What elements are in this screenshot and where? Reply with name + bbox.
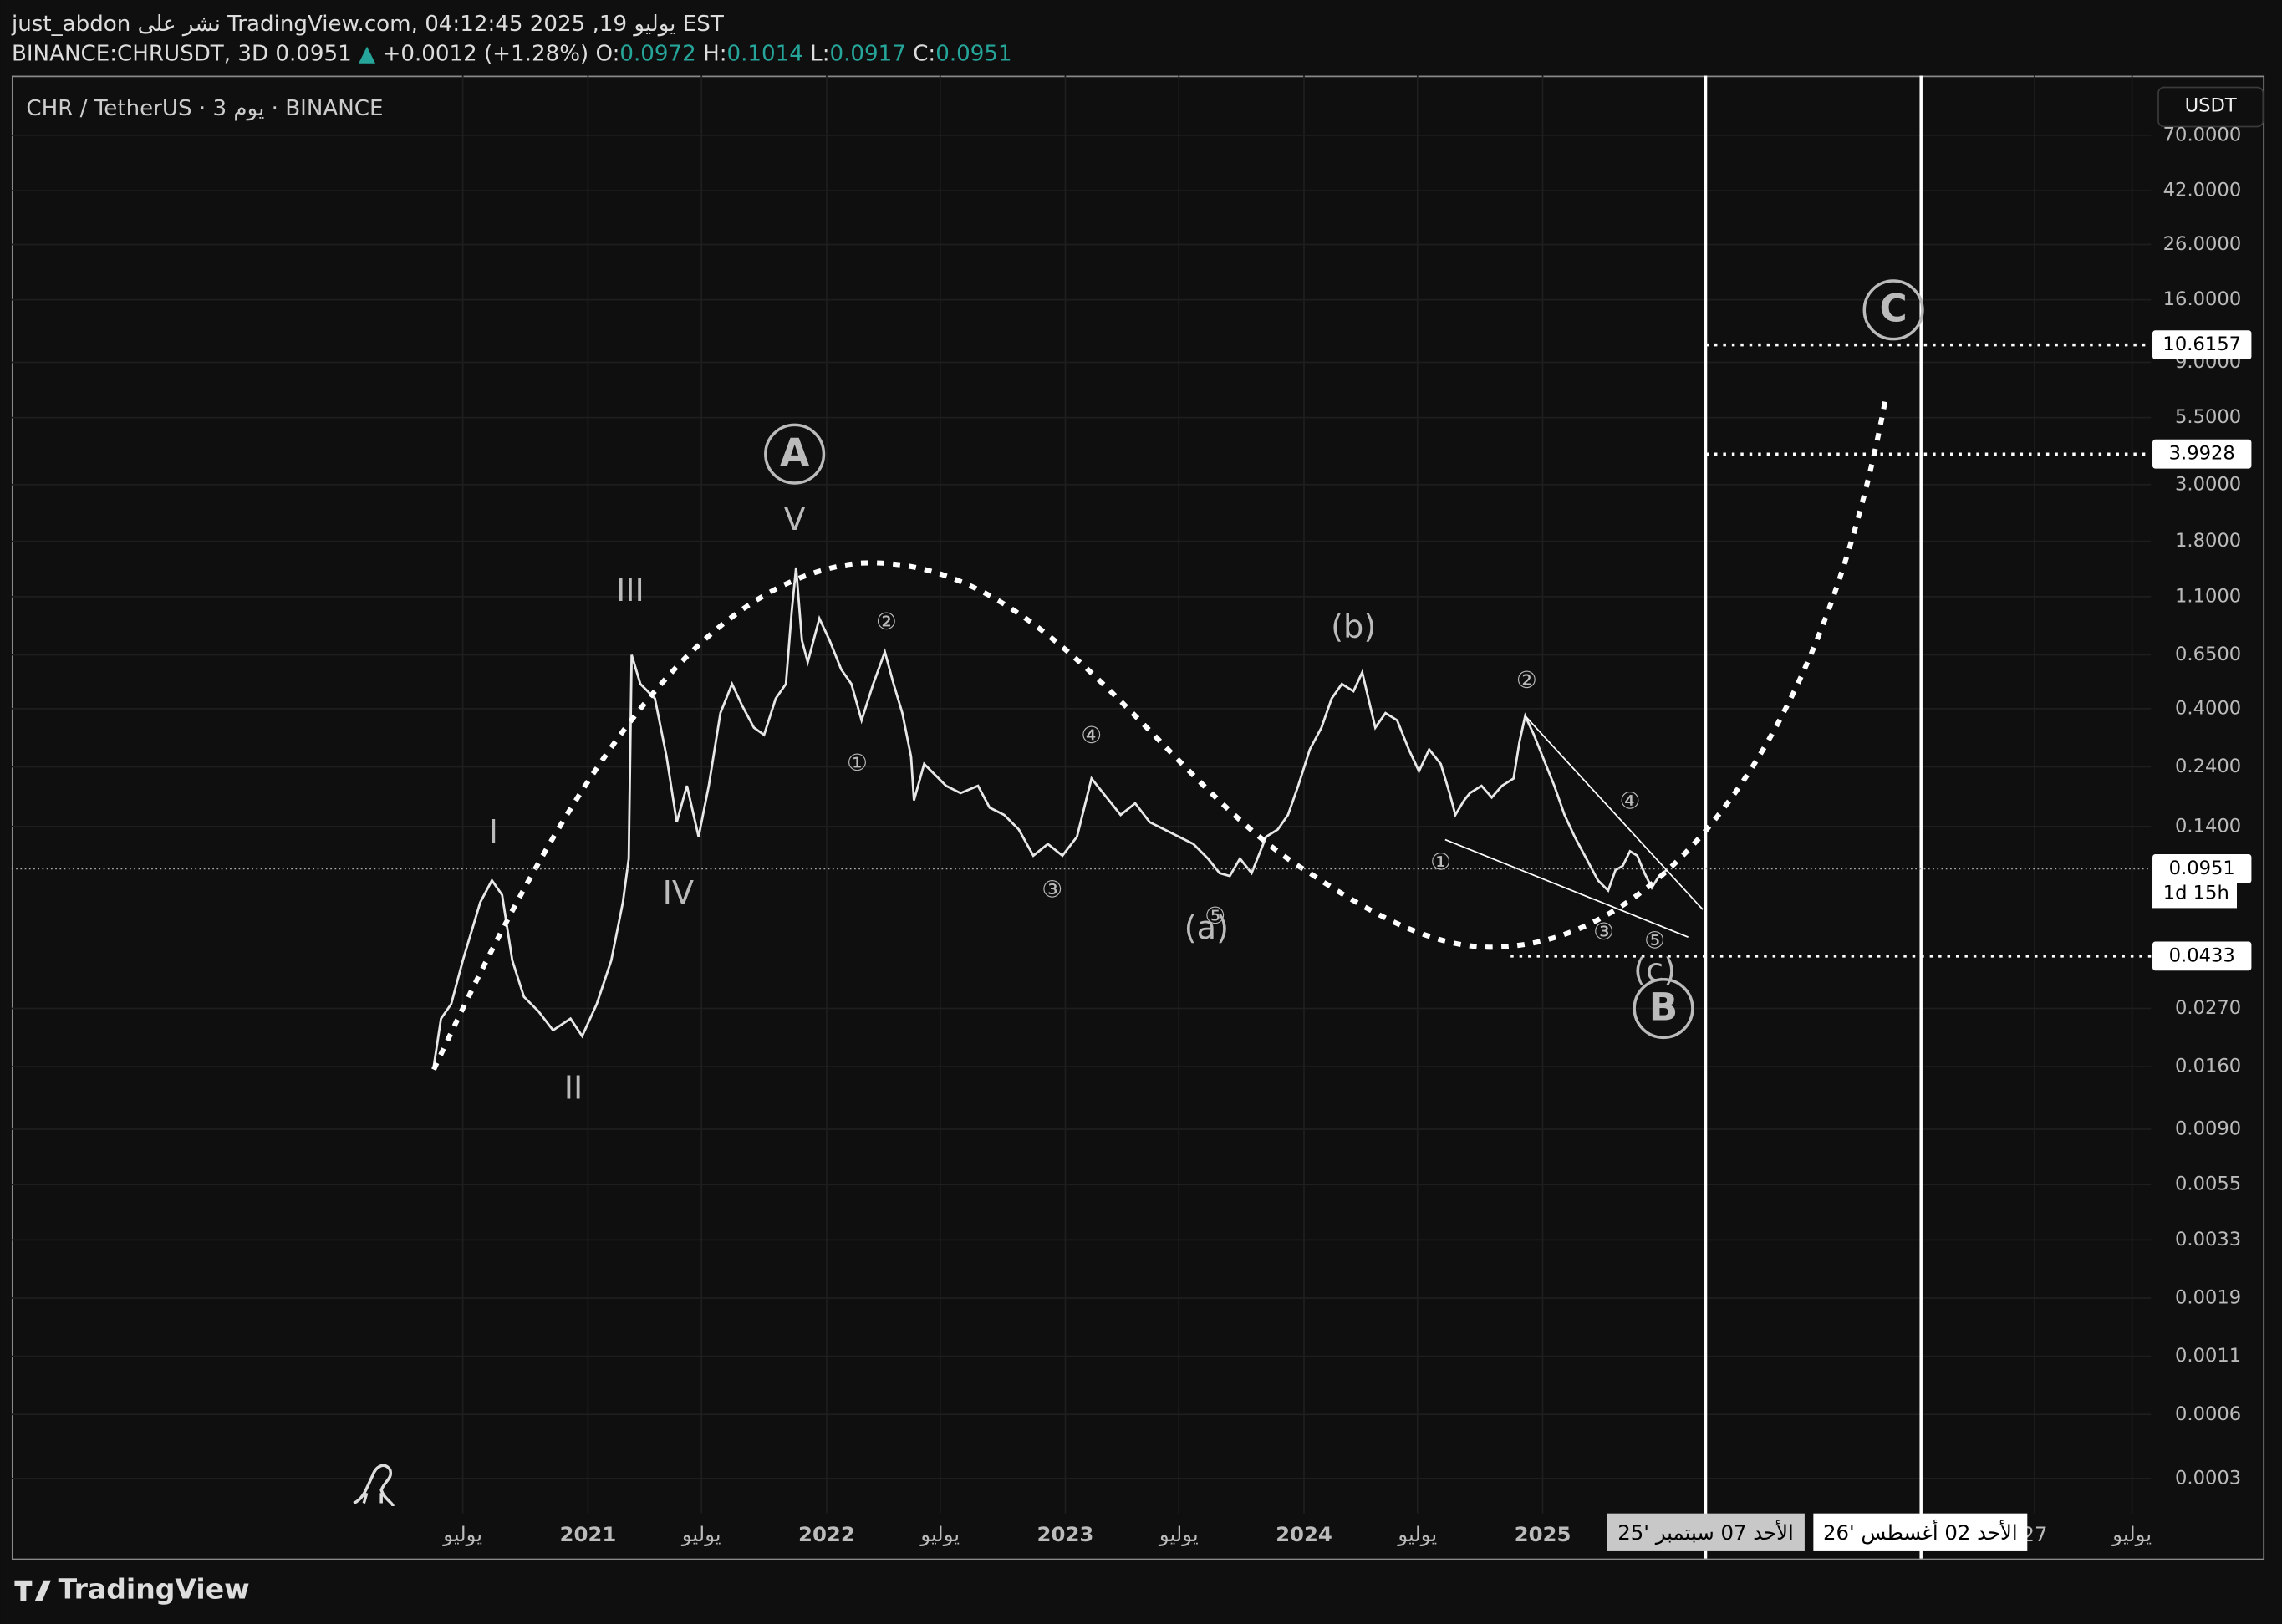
last-price: 0.0951 [275, 41, 351, 66]
wave-circle [1633, 977, 1694, 1040]
wedge-upper [1524, 715, 1704, 910]
time-axis-label: يوليو [2111, 1522, 2152, 1546]
wave-label: (c) [1633, 952, 1676, 990]
wave-label: A [780, 430, 809, 475]
price-tag: 0.0433 [2169, 944, 2235, 966]
time-axis-label: يوليو [1396, 1522, 1437, 1546]
price-axis-label: 0.0003 [2175, 1467, 2241, 1489]
wave-circle [764, 423, 826, 485]
date-tag-box [1813, 1513, 2028, 1551]
wave-label: (a) [1184, 909, 1229, 947]
price-axis-label: 1.1000 [2175, 585, 2241, 607]
price-tag: 3.9928 [2169, 443, 2235, 465]
time-axis-label: 2022 [798, 1522, 855, 1546]
wave-label: V [784, 501, 806, 538]
minor-wave-label: ③ [1042, 876, 1062, 904]
grid [11, 75, 2152, 1514]
wave-label: IV [663, 874, 695, 912]
price-axis-label: 0.4000 [2175, 697, 2241, 719]
currency-button-label[interactable]: USDT [2185, 95, 2237, 117]
price-axis-label: 0.0160 [2175, 1056, 2241, 1077]
price-axis-label: 0.0019 [2175, 1287, 2241, 1309]
price-axis-label: 0.0270 [2175, 997, 2241, 1019]
time-axis-label: يوليو [441, 1522, 482, 1546]
price-axis-label: 0.6500 [2175, 644, 2241, 665]
price-axis-label: 42.0000 [2163, 180, 2242, 201]
time-axis-label: 2023 [1037, 1522, 1094, 1546]
minor-wave-label: ④ [1620, 787, 1641, 814]
ohlc-label: C: [913, 41, 935, 66]
countdown-box [2152, 880, 2238, 909]
price-axis-label: 26.0000 [2163, 233, 2242, 255]
footer-logo: TradingView [59, 1572, 250, 1605]
chart-pane [11, 75, 2265, 1560]
price-axis-label: 0.0033 [2175, 1229, 2241, 1250]
minor-wave-label: ① [847, 749, 868, 776]
ohlc-label: H: [703, 41, 726, 66]
ohlc-value: 0.0972 [619, 41, 695, 66]
minor-wave-label: ① [1430, 848, 1451, 875]
price-axis-label: 1.8000 [2175, 530, 2241, 552]
price-axis-label: 16.0000 [2163, 288, 2242, 310]
wedge-lower [1444, 838, 1689, 939]
price-tag-box [2152, 853, 2252, 883]
date-tag: الأحد 02 أغسطس '26 [1823, 1520, 2018, 1545]
time-axis-label: يوليو [1158, 1522, 1199, 1546]
price-tag-box [2152, 330, 2252, 360]
wave-label: C [1880, 287, 1908, 331]
wave-label: B [1649, 985, 1678, 1029]
wave-circle [1862, 279, 1924, 341]
ohlc-value: 0.0951 [935, 41, 1011, 66]
price-axis-label: 70.0000 [2163, 124, 2242, 145]
time-axis-label: 2025 [1515, 1522, 1571, 1546]
price-axis-label: 0.1400 [2175, 815, 2241, 837]
price-tag: 0.0951 [2169, 858, 2235, 879]
ohlc-label: L: [810, 41, 829, 66]
price-series [432, 567, 1668, 1067]
dino-icon [353, 1464, 395, 1507]
countdown: 1d 15h [2163, 882, 2229, 904]
change-arrow: ▲ [359, 41, 375, 66]
price-axis-label: 0.2400 [2175, 756, 2241, 777]
change: +0.0012 (+1.28%) [382, 41, 588, 66]
price-axis-label: 0.0055 [2175, 1173, 2241, 1195]
price-tag-box [2152, 439, 2252, 469]
tv-logo-icon [14, 1580, 51, 1601]
minor-wave-label: ④ [1081, 721, 1102, 749]
wave-label: II [564, 1070, 583, 1107]
wave-label: III [616, 572, 644, 609]
wave-label: (b) [1331, 608, 1376, 646]
legend: CHR / TetherUS · 3 يوم · BINANCE [26, 96, 383, 121]
time-axis-label: يوليو [919, 1522, 960, 1546]
header-line: just_abdon نشر على TradingView.com, يولي… [11, 12, 725, 37]
ohlc-label: O: [596, 41, 620, 66]
price-tag: 10.6157 [2162, 333, 2241, 355]
date-tag: الأحد 07 سبتمبر '25 [1617, 1520, 1793, 1545]
minor-wave-label: ② [876, 608, 897, 635]
currency-button[interactable] [2157, 86, 2264, 128]
price-axis-label: 5.5000 [2175, 406, 2241, 428]
minor-wave-label: ⑤ [1205, 902, 1225, 929]
minor-wave-label: ⑤ [1644, 926, 1665, 954]
ohlc-value: 0.0917 [830, 41, 906, 66]
minor-wave-label: ② [1516, 666, 1537, 694]
price-axis-label: 0.0011 [2175, 1345, 2241, 1367]
time-axis-label: 2024 [1276, 1522, 1332, 1546]
time-axis-label: يوليو [680, 1522, 721, 1546]
price-axis-label: 3.0000 [2175, 473, 2241, 495]
time-axis-label: 2021 [559, 1522, 616, 1546]
ohlc-value: 0.1014 [727, 41, 803, 66]
date-tag-box [1607, 1513, 1805, 1551]
symbol-line: BINANCE:CHRUSDT, 3D 0.0951 ▲ +0.0012 (+1… [12, 41, 1012, 66]
price-axis-label: 0.0006 [2175, 1403, 2241, 1425]
wave-label: I [489, 813, 498, 851]
price-tag-box [2152, 941, 2252, 971]
symbol: BINANCE:CHRUSDT, 3D [12, 41, 268, 66]
price-axis-label: 0.0090 [2175, 1118, 2241, 1140]
minor-wave-label: ③ [1593, 918, 1614, 945]
